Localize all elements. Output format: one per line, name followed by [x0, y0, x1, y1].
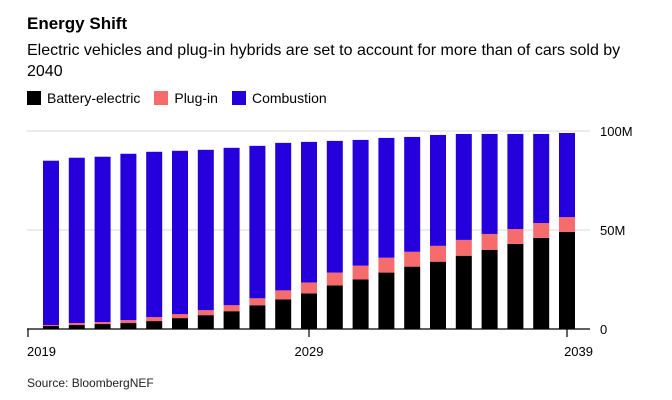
bar-combustion-2028 — [275, 142, 292, 291]
bar-combustion-2034 — [430, 134, 446, 246]
bar-battery-electric-2028 — [275, 299, 292, 329]
bar-plug-in-2034 — [430, 245, 446, 262]
bar-combustion-2022 — [120, 153, 137, 321]
x-tick-label: 2039 — [564, 344, 593, 359]
bar-combustion-2032 — [378, 137, 395, 258]
bar-combustion-2027 — [249, 145, 266, 299]
bar-plug-in-2021 — [94, 322, 111, 325]
legend: Battery-electric Plug-in Combustion — [27, 90, 341, 106]
bar-plug-in-2035 — [455, 239, 472, 256]
bar-battery-electric-2027 — [249, 305, 266, 329]
bar-combustion-2036 — [481, 133, 498, 234]
bar-plug-in-2024 — [172, 314, 188, 319]
bar-battery-electric-2038 — [533, 237, 550, 329]
x-tick-label: 2029 — [295, 344, 324, 359]
bar-plug-in-2019 — [43, 325, 59, 327]
bar-plug-in-2025 — [197, 310, 214, 316]
legend-swatch-battery-electric — [27, 91, 41, 105]
legend-label-combustion: Combustion — [251, 90, 327, 106]
bar-plug-in-2032 — [378, 257, 395, 273]
bar-combustion-2020 — [68, 157, 85, 324]
bar-combustion-2021 — [94, 156, 111, 323]
bar-battery-electric-2032 — [378, 272, 395, 329]
bar-battery-electric-2025 — [197, 315, 214, 329]
bar-plug-in-2027 — [249, 298, 266, 306]
bar-plug-in-2022 — [120, 320, 137, 324]
bar-plug-in-2031 — [352, 265, 369, 280]
bar-plug-in-2033 — [404, 251, 421, 267]
legend-item-combustion: Combustion — [231, 90, 327, 106]
bar-battery-electric-2031 — [352, 279, 369, 329]
bar-combustion-2025 — [197, 149, 214, 311]
bar-combustion-2033 — [404, 136, 421, 252]
legend-label-battery-electric: Battery-electric — [47, 90, 141, 106]
legend-item-battery-electric: Battery-electric — [27, 90, 140, 106]
bar-battery-electric-2019 — [43, 326, 59, 329]
bar-battery-electric-2022 — [120, 323, 137, 329]
bar-battery-electric-2020 — [68, 325, 85, 329]
legend-swatch-combustion — [231, 91, 246, 105]
bar-battery-electric-2035 — [455, 255, 472, 329]
bar-plug-in-2030 — [326, 272, 343, 286]
y-tick-label: 50M — [600, 223, 625, 238]
bar-battery-electric-2029 — [301, 293, 317, 329]
x-tick-label: 2019 — [27, 344, 56, 359]
bar-battery-electric-2037 — [507, 243, 524, 329]
bar-combustion-2026 — [223, 147, 240, 306]
bar-combustion-2019 — [43, 160, 59, 326]
source-note: Source: BloombergNEF — [27, 376, 154, 390]
bar-combustion-2031 — [352, 139, 369, 266]
bar-plug-in-2028 — [275, 290, 292, 300]
bar-plug-in-2029 — [301, 282, 317, 294]
bar-plug-in-2023 — [146, 317, 163, 322]
bar-battery-electric-2021 — [94, 324, 111, 329]
bar-plug-in-2036 — [481, 233, 498, 250]
bar-combustion-2029 — [301, 141, 317, 283]
chart-subtitle: Electric vehicles and plug-in hybrids ar… — [27, 42, 621, 80]
bar-combustion-2039 — [559, 132, 575, 218]
bar-combustion-2037 — [507, 133, 524, 230]
bar-battery-electric-2026 — [223, 311, 240, 329]
chart-title: Energy Shift — [27, 14, 128, 33]
legend-label-plug-in: Plug-in — [174, 90, 218, 106]
y-tick-label: 0 — [600, 322, 607, 337]
bar-combustion-2035 — [455, 133, 472, 240]
legend-swatch-plug-in — [154, 91, 169, 105]
bar-plug-in-2037 — [507, 229, 524, 244]
bar-plug-in-2038 — [533, 223, 550, 238]
bar-battery-electric-2023 — [146, 321, 163, 329]
bar-combustion-2024 — [172, 150, 188, 315]
bar-plug-in-2026 — [223, 305, 240, 312]
bar-battery-electric-2024 — [172, 318, 188, 329]
bar-plug-in-2020 — [68, 323, 85, 326]
legend-item-plug-in: Plug-in — [154, 90, 218, 106]
bar-battery-electric-2030 — [326, 285, 343, 329]
y-tick-label: 100M — [600, 124, 633, 139]
bar-battery-electric-2033 — [404, 266, 421, 329]
bar-battery-electric-2036 — [481, 249, 498, 329]
bar-combustion-2030 — [326, 140, 343, 273]
bar-combustion-2023 — [146, 151, 163, 318]
bar-plug-in-2039 — [559, 217, 575, 232]
bar-battery-electric-2039 — [559, 231, 575, 329]
bar-battery-electric-2034 — [430, 261, 446, 329]
bar-combustion-2038 — [533, 133, 550, 224]
